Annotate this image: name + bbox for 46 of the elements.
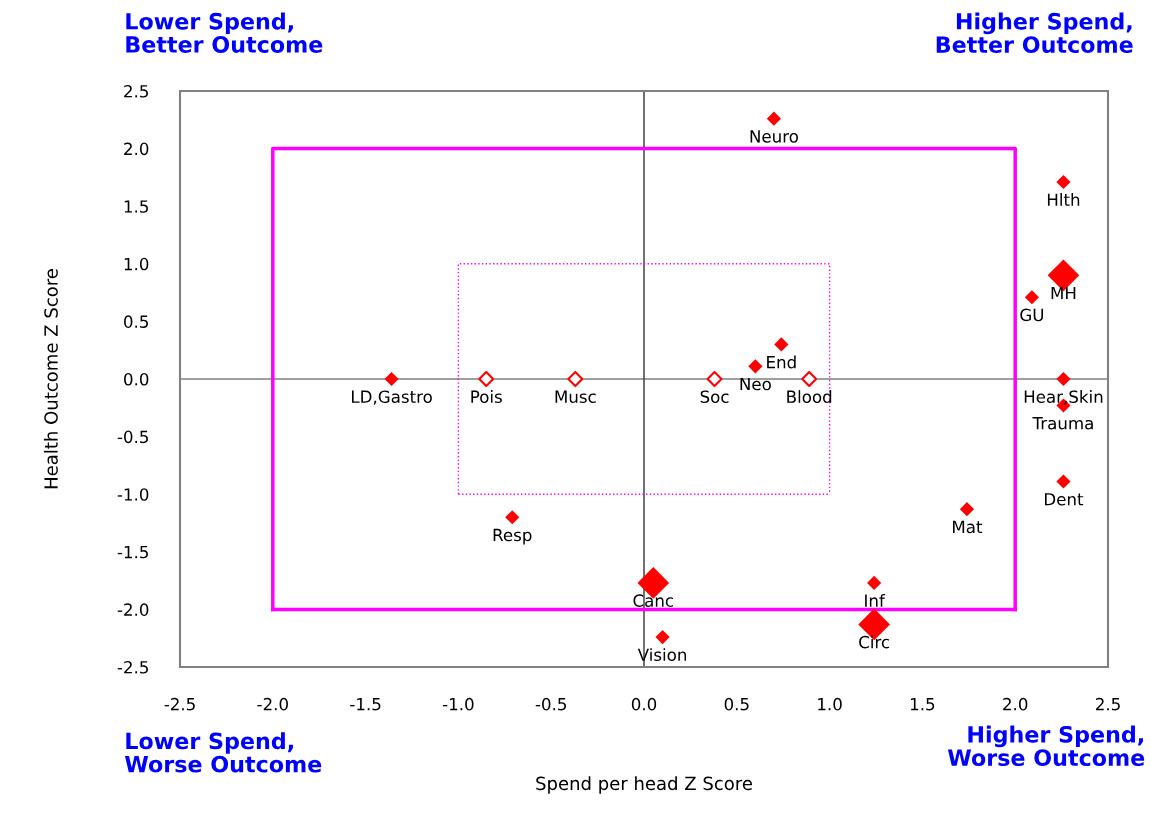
x-tick-label: 0.0 bbox=[631, 697, 657, 711]
x-tick-label: 0.5 bbox=[724, 697, 749, 711]
y-tick-label: 2.0 bbox=[124, 142, 149, 156]
x-tick-label: 1.0 bbox=[818, 697, 842, 711]
annotation: MH bbox=[1051, 286, 1076, 300]
annotation: Blood bbox=[787, 390, 832, 404]
x-tick-label: -2.5 bbox=[164, 697, 195, 711]
annotation: Dent bbox=[1045, 493, 1084, 506]
x-tick-label: -1.0 bbox=[442, 697, 474, 711]
x-tick-label: -0.5 bbox=[535, 697, 567, 711]
y-tick-label: -1.0 bbox=[117, 488, 149, 501]
y-tick-label: -2.5 bbox=[117, 660, 148, 674]
annotation: Mat bbox=[953, 520, 983, 534]
y-tick-label: -2.0 bbox=[117, 603, 149, 616]
x-tick-label: 2.0 bbox=[1003, 697, 1028, 711]
y-tick-label: 0.5 bbox=[124, 315, 148, 328]
annotation: Soc bbox=[700, 390, 729, 404]
y-tick-label: 2.5 bbox=[124, 84, 148, 98]
x-tick-label: -1.5 bbox=[350, 698, 381, 711]
x-axis-title: Spend per head Z Score bbox=[536, 776, 752, 794]
annotation: End bbox=[767, 355, 796, 369]
annotation: Trauma bbox=[1032, 417, 1093, 430]
text: Higher Spend, Better Outcome bbox=[936, 12, 1133, 54]
annotation: Pois bbox=[471, 390, 502, 404]
y-tick-label: 1.0 bbox=[124, 257, 149, 271]
annotation: Circ bbox=[859, 635, 890, 649]
x-tick-label: 2.5 bbox=[1095, 697, 1120, 711]
x-tick-label: 1.5 bbox=[910, 698, 935, 711]
annotation: Neuro bbox=[750, 130, 798, 143]
x-tick-label: -2.0 bbox=[257, 697, 288, 711]
y-tick-label: 1.5 bbox=[124, 200, 148, 213]
text: Lower Spend, Better Outcome bbox=[126, 12, 323, 53]
annotation: LD,Gastro bbox=[352, 390, 432, 405]
annotation: Neo bbox=[740, 377, 771, 391]
annotation: GU bbox=[1020, 308, 1044, 322]
annotation: Inf bbox=[865, 594, 886, 607]
y-tick-label: 0.0 bbox=[124, 372, 149, 386]
annotation: Hear,Skin bbox=[1024, 390, 1103, 405]
y-axis-title: Health Outcome Z Score bbox=[43, 269, 58, 489]
text: Higher Spend, Worse Outcome bbox=[947, 725, 1145, 767]
y-tick-label: -1.5 bbox=[117, 545, 148, 559]
annotation: Musc bbox=[555, 390, 596, 404]
text: Lower Spend, Worse Outcome bbox=[124, 732, 322, 773]
annotation: Resp bbox=[493, 528, 532, 545]
y-tick-label: -0.5 bbox=[117, 430, 148, 444]
annotation: Hlth bbox=[1047, 193, 1080, 206]
